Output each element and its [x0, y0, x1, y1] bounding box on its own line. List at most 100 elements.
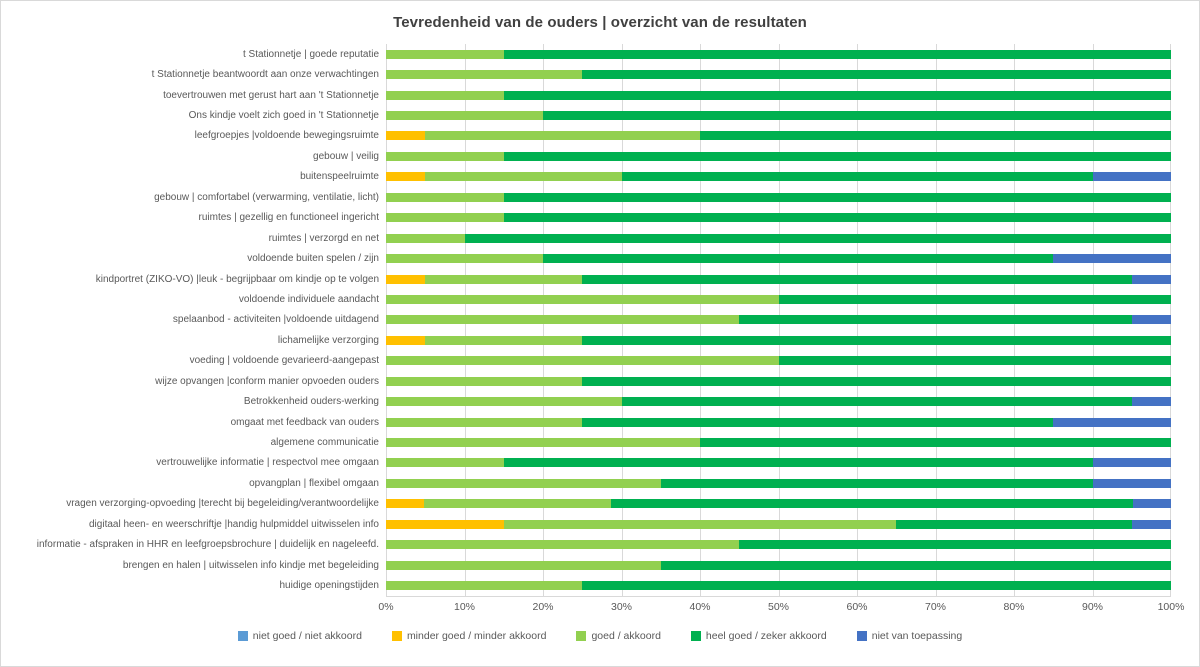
- bar-track: [386, 458, 1171, 468]
- category-label: algemene communicatie: [270, 437, 379, 449]
- bar-track: [386, 356, 1171, 366]
- bar-track: [386, 376, 1171, 386]
- x-axis-tick-label: 70%: [924, 601, 947, 613]
- bar-segment: [543, 111, 1171, 121]
- bar-segment: [582, 417, 1054, 427]
- category-label: gebouw | comfortabel (verwarming, ventil…: [154, 191, 379, 203]
- x-axis-tick-label: 50%: [767, 601, 790, 613]
- category-label: ruimtes | gezellig en functioneel ingeri…: [198, 212, 379, 224]
- bar-track: [386, 397, 1171, 407]
- x-axis-tick-label: 60%: [846, 601, 868, 613]
- bar-segment: [386, 213, 504, 223]
- bar-segment: [582, 376, 1171, 386]
- bar-track: [386, 438, 1171, 448]
- bar-segment: [739, 315, 1132, 325]
- chart-title: Tevredenheid van de ouders | overzicht v…: [393, 14, 807, 31]
- bar-segment: [621, 397, 1132, 407]
- bar-row: vertrouwelijke informatie | respectvol m…: [1, 453, 1171, 473]
- legend-item: heel goed / zeker akkoord: [690, 630, 827, 642]
- bar-segment: [386, 438, 700, 448]
- bar-track: [386, 519, 1171, 529]
- category-label: lichamelijke verzorging: [277, 334, 379, 346]
- bar-row: ruimtes | verzorgd en net: [1, 228, 1171, 248]
- category-label: buitenspeelruimte: [300, 171, 379, 183]
- bar-segment: [386, 417, 583, 427]
- bar-segment: [582, 335, 1171, 345]
- bar-row: toevertrouwen met gerust hart aan 't Sta…: [1, 85, 1171, 105]
- bar-track: [386, 335, 1171, 345]
- bar-row: Ons kindje voelt zich goed in 't Station…: [1, 105, 1171, 125]
- bar-segment: [700, 131, 1171, 141]
- bar-segment: [778, 356, 1171, 366]
- bar-segment: [386, 499, 424, 509]
- bar-segment: [610, 499, 1134, 509]
- bar-track: [386, 90, 1171, 100]
- legend-item: niet goed / niet akkoord: [237, 630, 362, 642]
- bar-segment: [1053, 417, 1171, 427]
- bar-segment: [386, 49, 504, 59]
- legend-label: minder goed / minder akkoord: [406, 630, 547, 642]
- bar-row: ruimtes | gezellig en functioneel ingeri…: [1, 208, 1171, 228]
- bar-segment: [386, 560, 661, 570]
- category-label: Betrokkenheid ouders-werking: [243, 396, 379, 408]
- legend-swatch-icon: [391, 631, 402, 641]
- legend-item: minder goed / minder akkoord: [391, 630, 547, 642]
- x-axis-tick-label: 10%: [453, 601, 476, 613]
- bar-segment: [503, 90, 1171, 100]
- bar-segment: [1092, 172, 1171, 182]
- bar-row: voldoende buiten spelen / zijn: [1, 248, 1171, 268]
- legend-label: goed / akkoord: [591, 630, 661, 642]
- bar-segment: [386, 192, 504, 202]
- bar-segment: [1131, 274, 1171, 284]
- legend-label: niet van toepassing: [871, 630, 963, 642]
- bar-segment: [1131, 397, 1171, 407]
- bar-row: gebouw | veilig: [1, 146, 1171, 166]
- bar-segment: [386, 70, 583, 80]
- bar-row: opvangplan | flexibel omgaan: [1, 473, 1171, 493]
- bar-track: [386, 111, 1171, 121]
- legend-swatch-icon: [576, 631, 587, 641]
- bar-row: kindportret (ZIKO-VO) |leuk - begrijpbaa…: [1, 269, 1171, 289]
- bar-segment: [543, 254, 1054, 264]
- bar-segment: [386, 172, 426, 182]
- bar-segment: [778, 294, 1171, 304]
- bar-row: gebouw | comfortabel (verwarming, ventil…: [1, 187, 1171, 207]
- bar-segment: [660, 478, 1093, 488]
- bar-row: vragen verzorging-opvoeding |terecht bij…: [1, 494, 1171, 514]
- bar-track: [386, 478, 1171, 488]
- bar-segment: [1131, 519, 1171, 529]
- bar-segment: [660, 560, 1171, 570]
- legend-label: heel goed / zeker akkoord: [705, 630, 827, 642]
- bar-segment: [1133, 499, 1171, 509]
- bar-segment: [423, 499, 611, 509]
- bar-segment: [503, 458, 1093, 468]
- bar-row: leefgroepjes |voldoende bewegingsruimte: [1, 126, 1171, 146]
- bar-segment: [425, 335, 583, 345]
- category-label: voldoende buiten spelen / zijn: [247, 253, 379, 265]
- category-label: voeding | voldoende gevarieerd-aangepast: [189, 355, 379, 367]
- bar-segment: [621, 172, 1093, 182]
- bar-segment: [425, 131, 700, 141]
- bar-segment: [386, 254, 543, 264]
- bar-segment: [739, 540, 1171, 550]
- category-label: t Stationnetje | goede reputatie: [242, 48, 379, 60]
- bar-row: voldoende individuele aandacht: [1, 289, 1171, 309]
- bar-track: [386, 581, 1171, 591]
- bar-track: [386, 70, 1171, 80]
- bar-row: informatie - afspraken in HHR en leefgro…: [1, 535, 1171, 555]
- bar-segment: [425, 172, 622, 182]
- bar-segment: [582, 581, 1171, 591]
- category-label: ruimtes | verzorgd en net: [268, 232, 379, 244]
- category-label: huidige openingstijden: [279, 580, 379, 592]
- bar-segment: [386, 233, 465, 243]
- bar-segment: [386, 111, 543, 121]
- bar-segment: [503, 519, 897, 529]
- bar-segment: [386, 519, 504, 529]
- bar-segment: [386, 397, 622, 407]
- bar-row: brengen en halen | uitwisselen info kind…: [1, 555, 1171, 575]
- bar-segment: [503, 192, 1171, 202]
- bar-track: [386, 499, 1171, 509]
- bar-segment: [386, 131, 426, 141]
- bar-row: Betrokkenheid ouders-werking: [1, 391, 1171, 411]
